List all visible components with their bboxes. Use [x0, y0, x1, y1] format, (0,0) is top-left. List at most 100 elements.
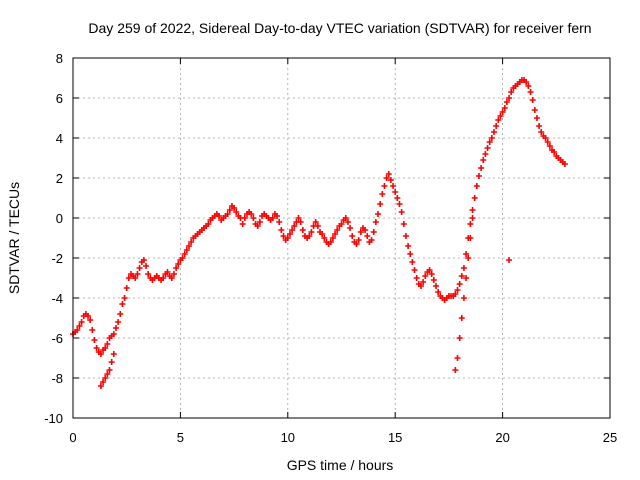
data-point	[117, 311, 124, 317]
data-point	[538, 129, 545, 135]
data-point	[295, 215, 302, 221]
data-point	[469, 215, 476, 221]
data-point	[297, 219, 304, 225]
data-point	[499, 109, 506, 115]
data-point	[396, 201, 403, 207]
data-point	[76, 323, 83, 329]
data-point	[478, 165, 485, 171]
data-point	[112, 325, 119, 331]
data-point	[160, 275, 167, 281]
data-point	[226, 207, 233, 213]
data-point	[183, 247, 190, 253]
data-point	[355, 237, 362, 243]
data-point	[458, 315, 465, 321]
data-point	[458, 273, 465, 279]
y-tick-label: -6	[51, 331, 63, 346]
data-point	[168, 275, 175, 281]
data-point	[314, 223, 321, 229]
y-tick-label: 6	[56, 91, 63, 106]
data-point	[256, 219, 263, 225]
data-point	[409, 259, 416, 265]
data-point	[486, 139, 493, 145]
data-point	[527, 89, 534, 95]
data-point	[503, 99, 510, 105]
data-point	[175, 261, 182, 267]
y-tick-label: -8	[51, 371, 63, 386]
data-point	[392, 189, 399, 195]
data-point	[368, 237, 375, 243]
data-point	[332, 231, 339, 237]
data-point	[546, 143, 553, 149]
data-point	[456, 335, 463, 341]
data-point	[312, 219, 319, 225]
data-point	[231, 205, 238, 211]
data-point	[385, 171, 392, 177]
data-point	[102, 375, 109, 381]
data-point	[452, 367, 459, 373]
data-point	[308, 229, 315, 235]
data-point	[422, 273, 429, 279]
data-point	[164, 269, 171, 275]
data-point	[106, 367, 113, 373]
y-tick-label: 0	[56, 211, 63, 226]
data-point	[119, 301, 126, 307]
y-tick-label: 4	[56, 131, 63, 146]
data-point	[102, 345, 109, 351]
data-point	[291, 223, 298, 229]
data-point	[542, 135, 549, 141]
plot-area	[73, 58, 610, 418]
data-point	[433, 283, 440, 289]
data-point	[85, 313, 92, 319]
data-point	[254, 223, 261, 229]
data-point	[452, 291, 459, 297]
data-point	[97, 383, 104, 389]
data-point	[417, 283, 424, 289]
data-point	[463, 275, 470, 281]
data-point	[188, 239, 195, 245]
data-point	[523, 79, 530, 85]
data-point	[108, 359, 115, 365]
y-axis-ticks: -10 -8 -6 -4 -2 0 2 4 6 8	[44, 51, 610, 426]
data-point	[387, 177, 394, 183]
y-tick-label: 2	[56, 171, 63, 186]
data-point	[411, 267, 418, 273]
data-point	[495, 117, 502, 123]
data-point	[173, 265, 180, 271]
data-point	[110, 351, 117, 357]
data-point	[475, 173, 482, 179]
data-point	[248, 211, 255, 217]
data-point	[375, 211, 382, 217]
y-tick-label: -2	[51, 251, 63, 266]
data-point	[465, 255, 472, 261]
data-point	[467, 235, 474, 241]
data-point	[357, 229, 364, 235]
data-point	[327, 239, 334, 245]
data-point	[321, 235, 328, 241]
data-point	[334, 227, 341, 233]
data-point	[170, 271, 177, 277]
data-point	[233, 209, 240, 215]
data-point	[306, 233, 313, 239]
data-point	[136, 265, 143, 271]
data-point	[533, 115, 540, 121]
data-point	[402, 233, 409, 239]
data-point	[383, 175, 390, 181]
data-point	[205, 221, 212, 227]
data-point	[115, 319, 122, 325]
data-point	[274, 213, 281, 219]
data-point	[125, 275, 132, 281]
data-point	[426, 267, 433, 273]
data-point	[104, 341, 111, 347]
data-point	[100, 379, 107, 385]
data-point	[460, 295, 467, 301]
data-point	[319, 231, 326, 237]
data-point	[78, 319, 85, 325]
x-tick-label: 0	[69, 430, 76, 445]
data-point	[561, 161, 568, 167]
data-point	[370, 229, 377, 235]
data-point	[74, 327, 81, 333]
y-axis-label: SDTVAR / TECUs	[6, 182, 22, 294]
data-point	[362, 227, 369, 233]
data-point	[491, 129, 498, 135]
data-point	[280, 233, 287, 239]
